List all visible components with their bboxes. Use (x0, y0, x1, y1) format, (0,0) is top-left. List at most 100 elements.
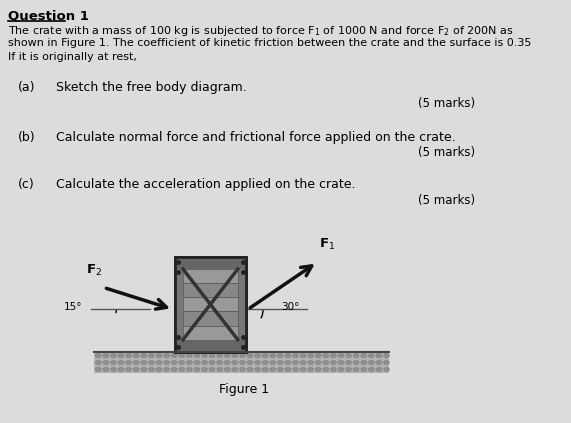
Ellipse shape (111, 354, 116, 357)
Ellipse shape (323, 368, 329, 371)
Ellipse shape (338, 368, 344, 371)
Ellipse shape (270, 354, 276, 357)
Ellipse shape (384, 354, 389, 357)
Ellipse shape (95, 354, 101, 357)
Ellipse shape (361, 354, 367, 357)
Ellipse shape (118, 368, 124, 371)
Text: (5 marks): (5 marks) (418, 146, 475, 159)
Ellipse shape (224, 368, 230, 371)
Ellipse shape (376, 368, 382, 371)
Ellipse shape (133, 354, 139, 357)
Ellipse shape (368, 360, 374, 365)
Text: Calculate the acceleration applied on the crate.: Calculate the acceleration applied on th… (56, 178, 356, 191)
Ellipse shape (179, 360, 184, 365)
Ellipse shape (300, 360, 306, 365)
Ellipse shape (262, 360, 268, 365)
Ellipse shape (111, 368, 116, 371)
Bar (94, 352, 389, 374)
Ellipse shape (156, 360, 162, 365)
Bar (175, 257, 246, 352)
Ellipse shape (300, 368, 306, 371)
Ellipse shape (194, 354, 200, 357)
Ellipse shape (202, 354, 207, 357)
Ellipse shape (239, 354, 246, 357)
Ellipse shape (179, 354, 184, 357)
Ellipse shape (368, 368, 374, 371)
Ellipse shape (308, 354, 313, 357)
Text: (b): (b) (18, 131, 36, 143)
Ellipse shape (209, 354, 215, 357)
Ellipse shape (232, 360, 238, 365)
Text: (a): (a) (18, 81, 36, 94)
Ellipse shape (331, 368, 336, 371)
Bar (183, 283, 238, 297)
Ellipse shape (285, 354, 291, 357)
Text: Sketch the free body diagram.: Sketch the free body diagram. (56, 81, 247, 94)
Ellipse shape (270, 368, 276, 371)
Ellipse shape (353, 354, 359, 357)
Ellipse shape (118, 354, 124, 357)
Ellipse shape (103, 368, 109, 371)
Ellipse shape (141, 354, 147, 357)
Bar (175, 257, 246, 352)
Ellipse shape (300, 354, 306, 357)
Bar (175, 340, 246, 352)
Ellipse shape (361, 360, 367, 365)
Ellipse shape (353, 368, 359, 371)
Text: (5 marks): (5 marks) (418, 97, 475, 110)
Ellipse shape (292, 368, 299, 371)
Text: F$_1$: F$_1$ (319, 237, 335, 252)
Bar (183, 269, 238, 340)
Ellipse shape (308, 368, 313, 371)
Ellipse shape (292, 354, 299, 357)
Ellipse shape (194, 360, 200, 365)
Ellipse shape (278, 354, 283, 357)
Ellipse shape (216, 360, 223, 365)
Bar (175, 257, 246, 269)
Ellipse shape (353, 360, 359, 365)
Ellipse shape (247, 368, 253, 371)
Ellipse shape (133, 368, 139, 371)
Bar (183, 269, 238, 283)
Bar (183, 297, 238, 311)
Text: (5 marks): (5 marks) (418, 194, 475, 207)
Ellipse shape (224, 354, 230, 357)
Text: Question 1: Question 1 (8, 9, 89, 22)
Ellipse shape (308, 360, 313, 365)
Ellipse shape (209, 368, 215, 371)
Ellipse shape (164, 360, 170, 365)
Ellipse shape (278, 368, 283, 371)
Text: Calculate normal force and frictional force applied on the crate.: Calculate normal force and frictional fo… (56, 131, 456, 143)
Ellipse shape (345, 354, 352, 357)
Text: Figure 1: Figure 1 (219, 383, 269, 396)
Text: If it is originally at rest,: If it is originally at rest, (8, 52, 137, 62)
Ellipse shape (331, 360, 336, 365)
Ellipse shape (186, 354, 192, 357)
Ellipse shape (247, 354, 253, 357)
Ellipse shape (361, 368, 367, 371)
Ellipse shape (338, 354, 344, 357)
Ellipse shape (232, 354, 238, 357)
Ellipse shape (368, 354, 374, 357)
Ellipse shape (285, 360, 291, 365)
Text: 30°: 30° (282, 302, 300, 313)
Ellipse shape (376, 354, 382, 357)
Ellipse shape (209, 360, 215, 365)
Ellipse shape (239, 360, 246, 365)
Ellipse shape (315, 368, 321, 371)
Ellipse shape (148, 368, 154, 371)
Ellipse shape (345, 368, 352, 371)
Ellipse shape (224, 360, 230, 365)
Ellipse shape (126, 360, 131, 365)
Ellipse shape (292, 360, 299, 365)
Ellipse shape (278, 360, 283, 365)
Ellipse shape (111, 360, 116, 365)
Ellipse shape (270, 360, 276, 365)
Ellipse shape (384, 360, 389, 365)
Ellipse shape (202, 360, 207, 365)
Ellipse shape (323, 354, 329, 357)
Ellipse shape (148, 354, 154, 357)
Ellipse shape (156, 368, 162, 371)
Ellipse shape (141, 360, 147, 365)
Ellipse shape (171, 360, 177, 365)
